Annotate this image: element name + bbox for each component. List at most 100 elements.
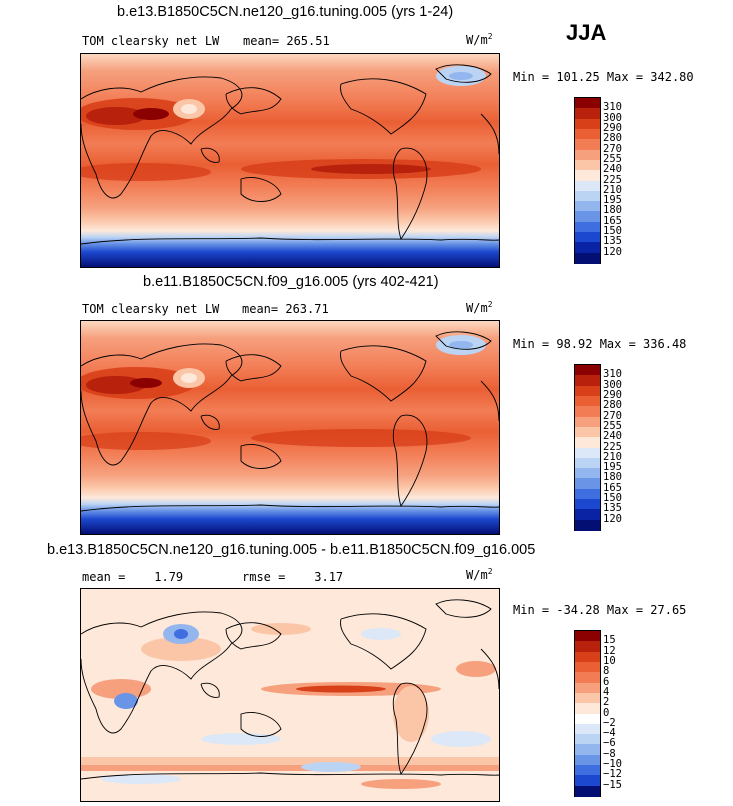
- colorbar-swatch: [575, 488, 600, 500]
- colorbar-level-label: −6: [603, 737, 616, 750]
- colorbar-swatch: [575, 499, 600, 510]
- colorbar-swatch: [575, 631, 600, 642]
- colorbar-swatch: [575, 375, 600, 387]
- colorbar-swatch: [575, 457, 600, 469]
- colorbar-swatch: [575, 447, 600, 459]
- colorbar-swatch: [575, 723, 600, 735]
- panel-3-minmax: Min = -34.28 Max = 27.65: [513, 603, 687, 617]
- colorbar-level-label: 290: [603, 121, 622, 134]
- colorbar-level-label: 195: [603, 194, 622, 207]
- colorbar-level-label: 210: [603, 450, 622, 463]
- panel-3-colorbar: [574, 630, 601, 797]
- colorbar-swatch: [575, 703, 600, 714]
- panel-2-units: W/m2: [466, 300, 493, 315]
- colorbar-level-label: −10: [603, 758, 622, 771]
- panel-3-units: W/m2: [466, 567, 493, 582]
- colorbar-swatch: [575, 118, 600, 130]
- colorbar-swatch: [575, 211, 600, 223]
- colorbar-swatch: [575, 754, 600, 766]
- colorbar-swatch: [575, 478, 600, 490]
- colorbar-swatch: [575, 744, 600, 756]
- panel-1-mean: mean= 265.51: [243, 34, 330, 48]
- colorbar-level-label: 255: [603, 419, 622, 432]
- colorbar-swatch: [575, 672, 600, 684]
- colorbar-level-label: 225: [603, 440, 622, 453]
- colorbar-swatch: [575, 149, 600, 161]
- panel-3-mean: mean = 1.79: [82, 570, 184, 584]
- colorbar-level-label: 4: [603, 685, 610, 698]
- colorbar-swatch: [575, 468, 600, 479]
- colorbar-level-label: 310: [603, 368, 622, 381]
- panel-1-map: [80, 53, 500, 268]
- colorbar-level-label: 150: [603, 492, 622, 505]
- colorbar-swatch: [575, 426, 600, 438]
- colorbar-swatch: [575, 139, 600, 151]
- panel-1-minmax: Min = 101.25 Max = 342.80: [513, 70, 694, 84]
- colorbar-swatch: [575, 734, 600, 745]
- panel-3-map: [80, 588, 500, 802]
- colorbar-level-label: 10: [603, 654, 616, 667]
- colorbar-swatch: [575, 385, 600, 397]
- colorbar-level-label: −15: [603, 778, 622, 791]
- colorbar-swatch: [575, 232, 600, 243]
- colorbar-level-label: 195: [603, 461, 622, 474]
- panel-2-title: b.e11.B1850C5CN.f09_g16.005 (yrs 402-421…: [143, 274, 439, 290]
- colorbar-swatch: [575, 242, 600, 254]
- colorbar-level-label: 290: [603, 388, 622, 401]
- panel-1-colorbar: [574, 97, 601, 264]
- colorbar-level-label: 210: [603, 183, 622, 196]
- panel-3-rmse: rmse = 3.17: [242, 570, 344, 584]
- colorbar-swatch: [575, 108, 600, 120]
- panel-1-units: W/m2: [466, 32, 493, 47]
- season-label: JJA: [566, 20, 607, 45]
- colorbar-swatch: [575, 661, 600, 673]
- colorbar-level-label: 280: [603, 399, 622, 412]
- colorbar-swatch: [575, 128, 600, 140]
- colorbar-swatch: [575, 395, 600, 407]
- colorbar-swatch: [575, 180, 600, 192]
- colorbar-swatch: [575, 201, 600, 212]
- colorbar-level-label: 225: [603, 173, 622, 186]
- colorbar-level-label: 135: [603, 502, 622, 515]
- colorbar-level-label: 2: [603, 696, 610, 709]
- colorbar-swatch: [575, 221, 600, 233]
- colorbar-swatch: [575, 519, 600, 531]
- colorbar-swatch: [575, 765, 600, 776]
- colorbar-level-label: 8: [603, 665, 610, 678]
- panel-1-title: b.e13.B1850C5CN.ne120_g16.tuning.005 (yr…: [117, 4, 454, 20]
- colorbar-level-label: 180: [603, 471, 622, 484]
- colorbar-swatch: [575, 416, 600, 428]
- colorbar-level-label: 120: [603, 512, 622, 525]
- colorbar-swatch: [575, 98, 600, 109]
- panel-2-variable: TOM clearsky net LW: [82, 302, 220, 316]
- colorbar-level-label: −12: [603, 768, 622, 781]
- colorbar-level-label: 300: [603, 378, 622, 391]
- colorbar-swatch: [575, 775, 600, 787]
- colorbar-swatch: [575, 641, 600, 653]
- panel-2-mean: mean= 263.71: [242, 302, 329, 316]
- colorbar-swatch: [575, 406, 600, 418]
- panel-2-minmax: Min = 98.92 Max = 336.48: [513, 337, 687, 351]
- colorbar-level-label: 180: [603, 204, 622, 217]
- colorbar-swatch: [575, 437, 600, 448]
- colorbar-swatch: [575, 252, 600, 264]
- panel-2-map: [80, 320, 500, 535]
- colorbar-level-label: −4: [603, 727, 616, 740]
- colorbar-swatch: [575, 170, 600, 181]
- colorbar-level-label: 6: [603, 675, 610, 688]
- panel-1-variable: TOM clearsky net LW: [82, 34, 220, 48]
- colorbar-level-label: 120: [603, 245, 622, 258]
- colorbar-level-label: 310: [603, 101, 622, 114]
- colorbar-level-label: 150: [603, 225, 622, 238]
- colorbar-level-label: −2: [603, 716, 616, 729]
- colorbar-swatch: [575, 785, 600, 797]
- colorbar-swatch: [575, 509, 600, 521]
- colorbar-swatch: [575, 713, 600, 725]
- colorbar-level-label: 15: [603, 634, 616, 647]
- colorbar-level-label: −8: [603, 747, 616, 760]
- colorbar-level-label: 135: [603, 235, 622, 248]
- colorbar-level-label: 165: [603, 214, 622, 227]
- colorbar-level-label: 0: [603, 706, 610, 719]
- colorbar-swatch: [575, 692, 600, 704]
- colorbar-level-label: 240: [603, 430, 622, 443]
